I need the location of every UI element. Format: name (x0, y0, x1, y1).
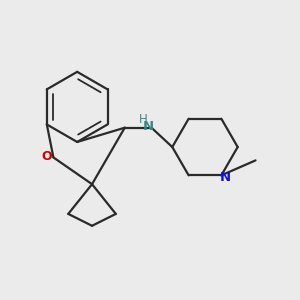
Text: H: H (139, 113, 148, 126)
Text: N: N (142, 120, 154, 133)
Text: N: N (220, 171, 231, 184)
Text: O: O (42, 150, 52, 163)
